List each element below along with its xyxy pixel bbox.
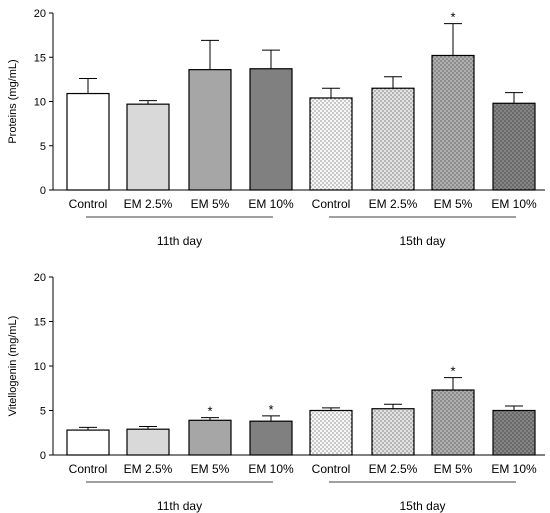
x-category-label: EM 10%: [491, 197, 537, 211]
bar: [66, 429, 110, 456]
x-category-label: Control: [312, 462, 351, 476]
proteins-chart-panel: 0 5 10 15 20 Proteins (mg/mL) Control EM 2.5% EM…: [7, 8, 545, 248]
group-label: 11th day: [157, 234, 202, 248]
x-category-label: EM 5%: [191, 197, 230, 211]
group-label: 15th day: [399, 234, 445, 248]
bar: [188, 419, 232, 456]
x-category-label: EM 5%: [434, 462, 473, 476]
bar: [371, 87, 415, 191]
y-tick-label: 10: [34, 361, 46, 373]
y-tick-label: 20: [34, 8, 46, 20]
y-tick-label: 5: [40, 141, 46, 153]
bar: [492, 409, 536, 456]
significance-marker: *: [207, 404, 212, 419]
significance-marker: *: [450, 364, 455, 379]
x-category-label: EM 2.5%: [124, 462, 173, 476]
group-label: 15th day: [399, 499, 445, 513]
x-category-label: Control: [69, 462, 108, 476]
x-category-label: EM 10%: [248, 197, 294, 211]
y-tick-label: 15: [34, 317, 46, 329]
significance-marker: *: [450, 10, 455, 25]
x-category-label: EM 5%: [434, 197, 473, 211]
bar: [431, 389, 475, 456]
bar: [309, 97, 353, 191]
vitellogenin-chart-panel: 0 5 10 15 20 Vitellogenin (mg/mL) Control EM 2.…: [7, 272, 545, 513]
bar: [126, 428, 170, 456]
bar: [249, 68, 293, 191]
bar: [66, 92, 110, 191]
y-tick-label: 0: [40, 450, 46, 462]
y-tick-label: 5: [40, 406, 46, 418]
x-category-label: EM 10%: [248, 462, 294, 476]
x-category-label: EM 5%: [191, 462, 230, 476]
y-axis-label: Vitellogenin (mg/mL): [7, 316, 19, 417]
x-category-label: Control: [312, 197, 351, 211]
bar: [371, 408, 415, 456]
y-tick-label: 20: [34, 272, 46, 284]
y-tick-label: 0: [40, 185, 46, 197]
y-tick-label: 10: [34, 97, 46, 109]
bar: [249, 420, 293, 456]
bar: [309, 409, 353, 456]
bar: [126, 103, 170, 191]
y-tick-label: 15: [34, 52, 46, 64]
x-category-label: EM 2.5%: [369, 197, 418, 211]
group-label: 11th day: [157, 499, 202, 513]
x-category-label: EM 2.5%: [369, 462, 418, 476]
y-axis-label: Proteins (mg/mL): [7, 59, 19, 143]
bar: [492, 102, 536, 191]
x-category-label: EM 2.5%: [124, 197, 173, 211]
bar: [188, 69, 232, 191]
x-category-label: EM 10%: [491, 462, 537, 476]
x-category-label: Control: [69, 197, 108, 211]
significance-marker: *: [268, 402, 273, 417]
bar: [431, 54, 475, 191]
